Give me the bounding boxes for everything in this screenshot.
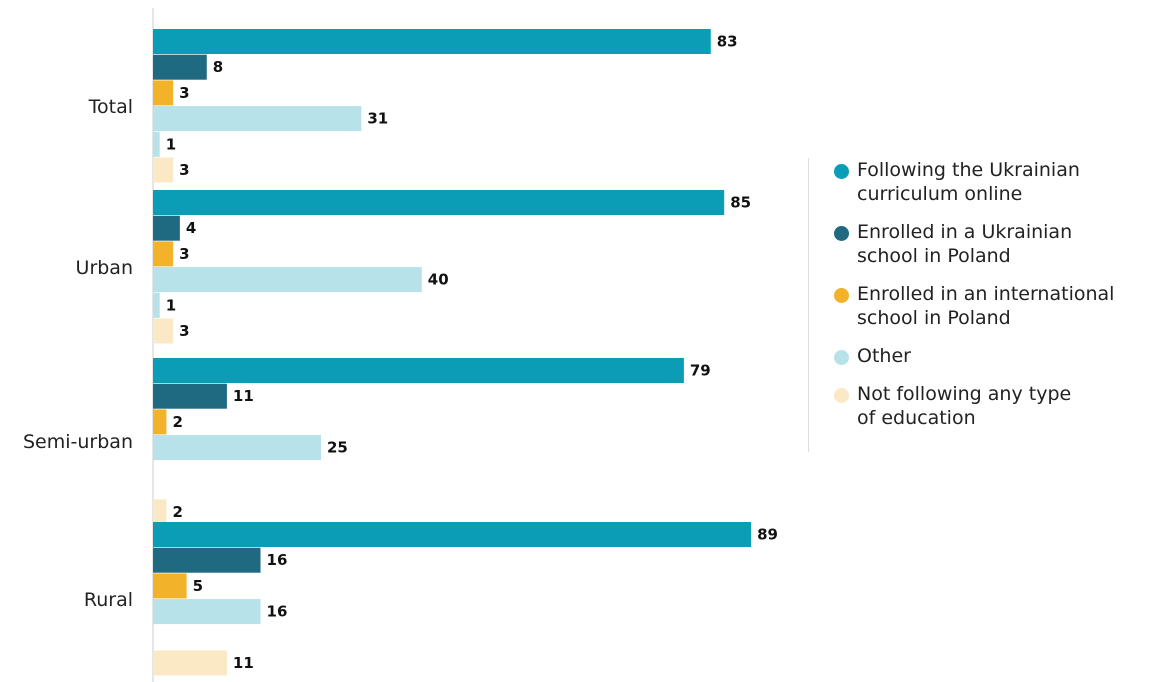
legend-label: Other xyxy=(857,344,911,368)
bar xyxy=(153,241,174,267)
bar xyxy=(153,409,167,435)
legend-divider xyxy=(808,158,809,452)
legend-swatch xyxy=(834,288,849,303)
bar xyxy=(153,522,752,547)
data-label: 3 xyxy=(179,245,189,263)
bar-chart: 83833113Total85434013Urban79112252Semi-u… xyxy=(23,8,778,682)
data-label: 1 xyxy=(166,135,176,153)
legend-label: Enrolled in a Ukrainian school in Poland xyxy=(857,220,1072,268)
legend-label-line: of education xyxy=(857,407,976,429)
bar xyxy=(153,106,362,132)
data-label: 79 xyxy=(690,362,711,380)
legend-item: Other xyxy=(834,344,1174,368)
legend-swatch xyxy=(834,226,849,241)
data-label: 11 xyxy=(233,654,254,672)
bar xyxy=(153,54,207,80)
legend-label-line: school in Poland xyxy=(857,245,1011,267)
legend-item: Enrolled in an international school in Po… xyxy=(834,282,1174,330)
data-label: 3 xyxy=(179,322,189,340)
data-label: 1 xyxy=(166,296,176,314)
data-label: 2 xyxy=(172,413,182,431)
bar xyxy=(153,318,174,344)
data-label: 3 xyxy=(179,161,189,179)
data-label: 4 xyxy=(186,219,196,237)
bar xyxy=(153,650,227,676)
bar xyxy=(153,599,261,625)
bar xyxy=(153,131,160,157)
legend-label-line: Following the Ukrainian xyxy=(857,159,1080,181)
bar xyxy=(153,383,227,409)
legend-item: Enrolled in a Ukrainian school in Poland xyxy=(834,220,1174,268)
bar xyxy=(153,547,261,573)
legend-label-line: Enrolled in an international xyxy=(857,283,1115,305)
data-label: 11 xyxy=(233,387,254,405)
legend-label-line: Not following any type xyxy=(857,383,1072,405)
bar xyxy=(153,573,187,599)
legend-item: Following the Ukrainian curriculum online xyxy=(834,158,1174,206)
bar xyxy=(153,215,180,241)
legend-label-line: Enrolled in a Ukrainian xyxy=(857,221,1073,243)
legend-swatch xyxy=(834,164,849,179)
chart-legend: Following the Ukrainian curriculum online… xyxy=(834,158,1174,444)
bar xyxy=(153,190,725,215)
legend-swatch xyxy=(834,350,849,365)
data-label: 5 xyxy=(193,577,203,595)
bar xyxy=(153,358,684,383)
legend-label: Enrolled in an international school in Po… xyxy=(857,282,1114,330)
legend-label-line: curriculum online xyxy=(857,183,1023,205)
data-label: 40 xyxy=(428,271,449,289)
bar xyxy=(153,435,321,461)
legend-item: Not following any type of education xyxy=(834,382,1174,430)
bar xyxy=(153,29,711,54)
data-label: 89 xyxy=(757,526,778,544)
data-label: 25 xyxy=(327,439,348,457)
bar xyxy=(153,80,174,106)
legend-label-line: Other xyxy=(857,345,911,367)
data-label: 2 xyxy=(172,503,182,521)
bar xyxy=(153,292,160,318)
data-label: 16 xyxy=(267,551,288,569)
bar xyxy=(153,157,174,183)
category-label: Urban xyxy=(76,257,133,279)
category-label: Rural xyxy=(84,589,133,611)
category-label: Total xyxy=(88,96,133,118)
data-label: 85 xyxy=(730,194,751,212)
bar xyxy=(153,499,167,525)
data-label: 8 xyxy=(213,58,223,76)
data-label: 83 xyxy=(717,33,738,51)
legend-label: Following the Ukrainian curriculum online xyxy=(857,158,1080,206)
data-label: 31 xyxy=(367,110,388,128)
data-label: 3 xyxy=(179,84,189,102)
legend-label: Not following any type of education xyxy=(857,382,1071,430)
category-label: Semi-urban xyxy=(23,431,133,453)
legend-label-line: school in Poland xyxy=(857,307,1011,329)
data-label: 16 xyxy=(267,603,288,621)
legend-swatch xyxy=(834,388,849,403)
bar xyxy=(153,267,422,293)
